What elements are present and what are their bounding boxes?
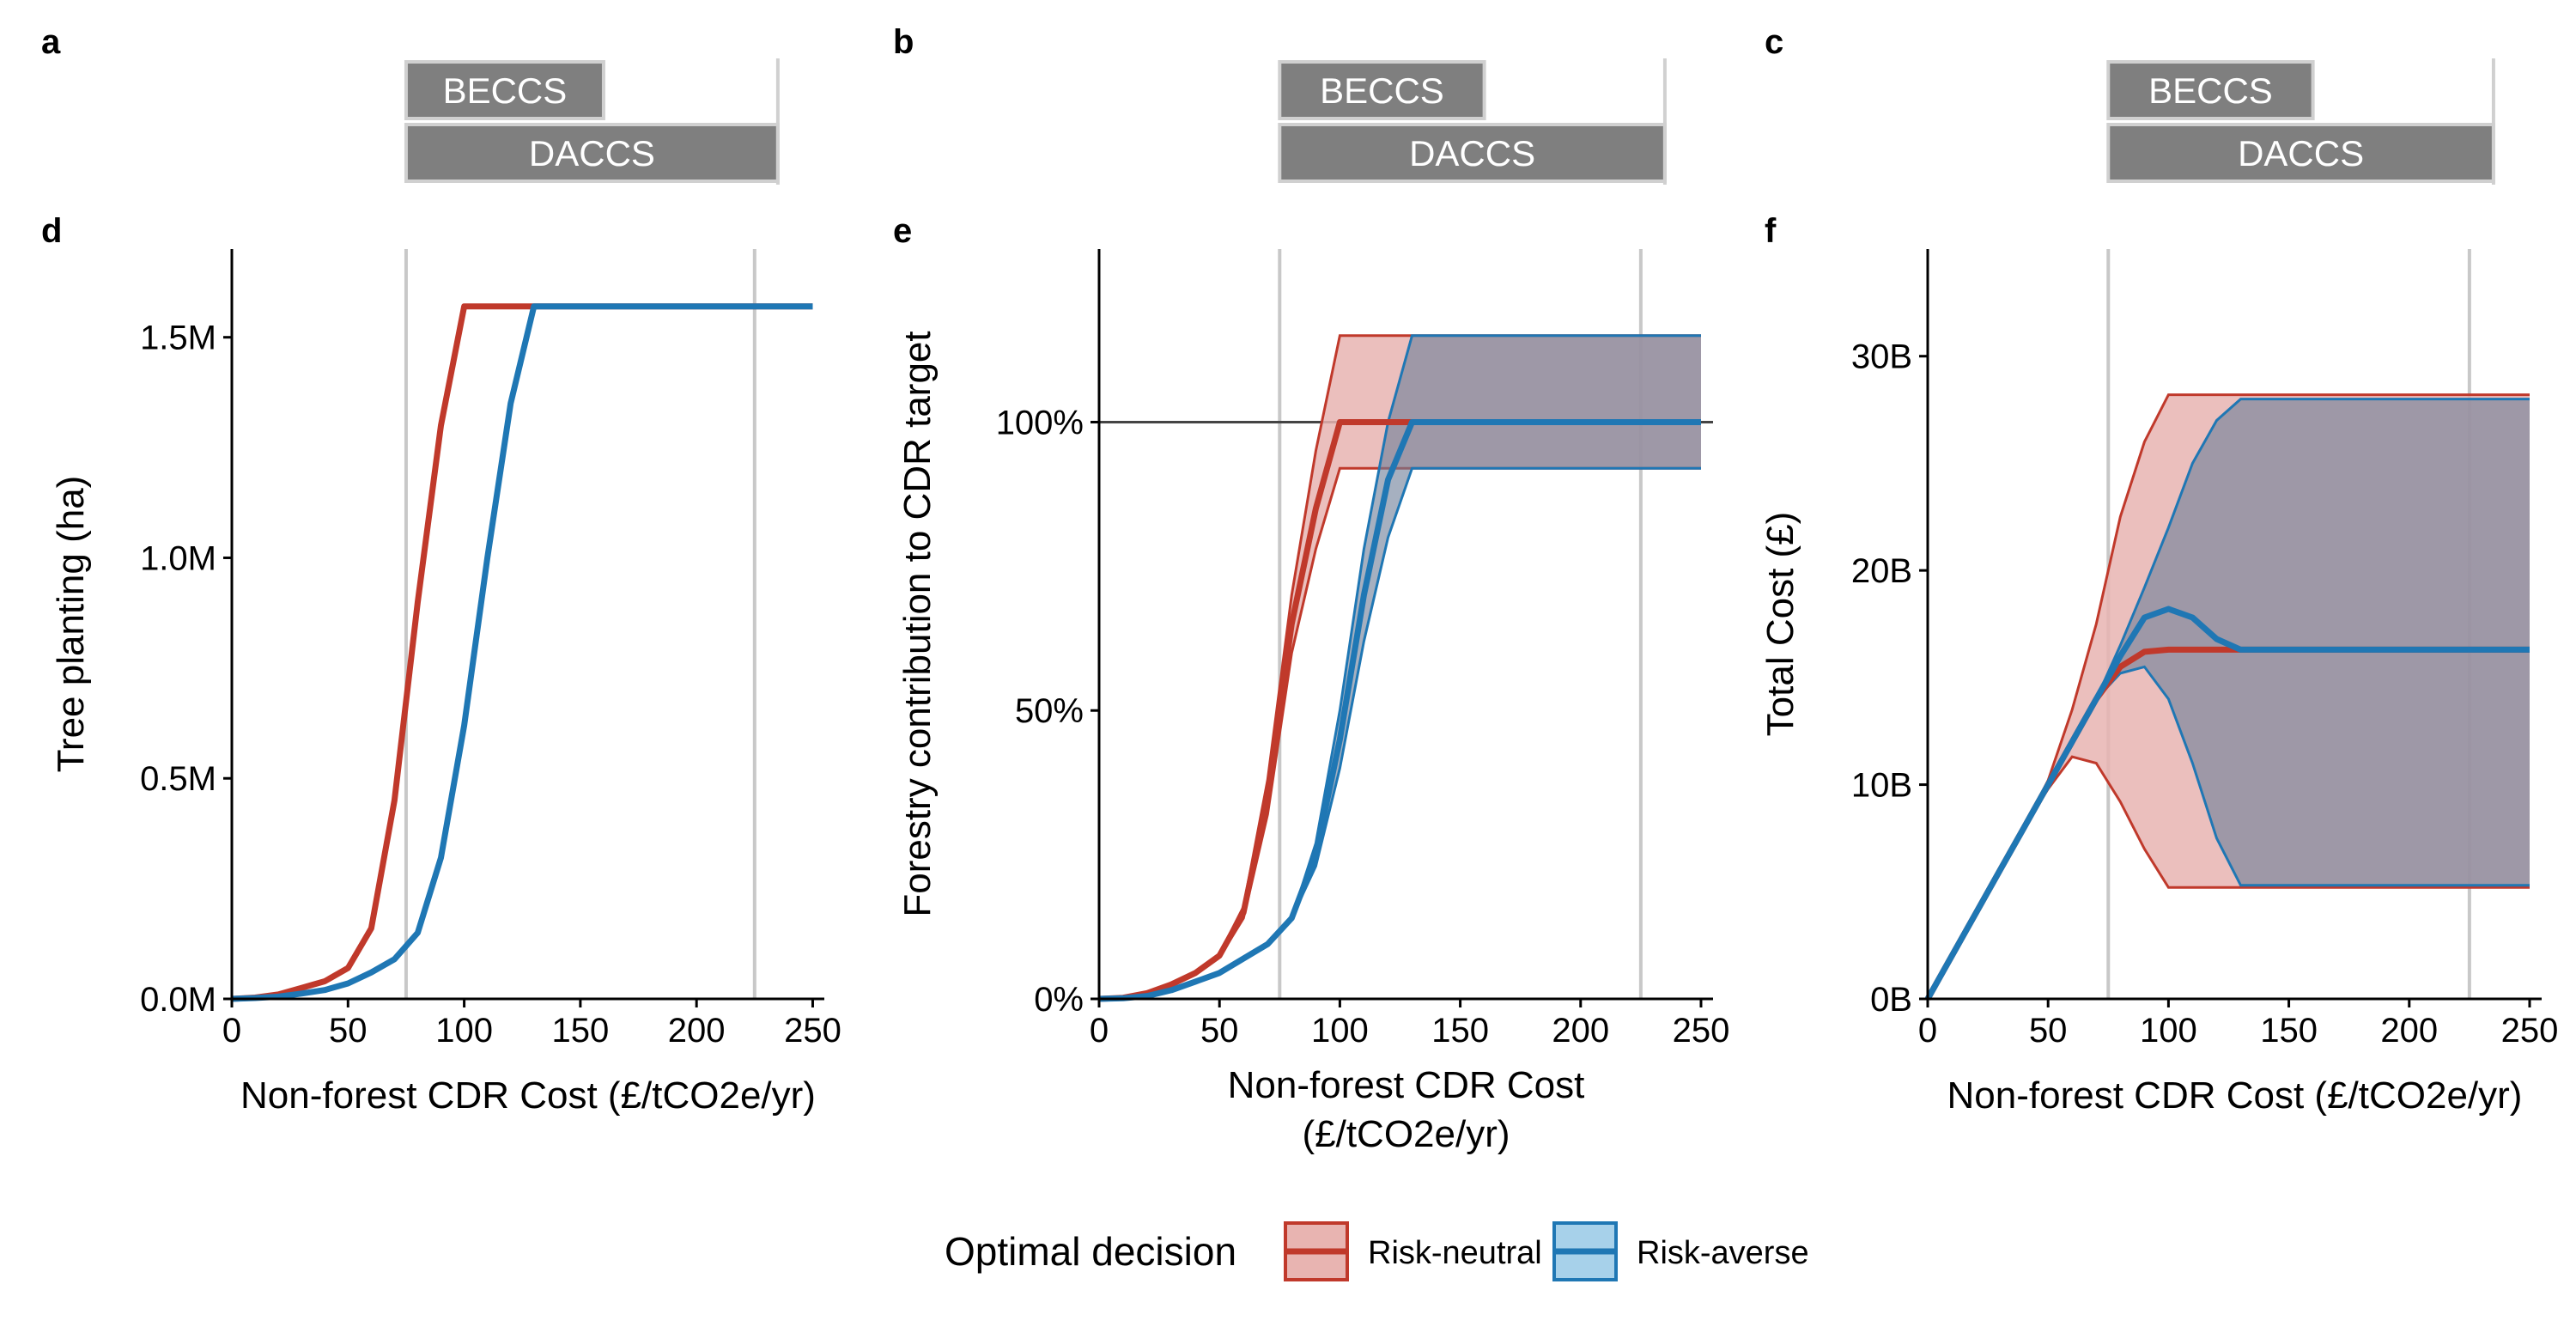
x-tick-label: 0 bbox=[222, 1012, 241, 1050]
x-tick-label: 250 bbox=[784, 1012, 841, 1050]
y-tick-label: 100% bbox=[996, 404, 1084, 441]
technology-panels: a BECCS DACCS b BECCS DACCS c BECCS DACCS bbox=[41, 23, 2495, 185]
ribbon-lower-risk_averse bbox=[1098, 466, 1701, 1001]
tech-bar-label: BECCS bbox=[1320, 70, 1444, 111]
series-line-risk_averse bbox=[1098, 419, 1701, 1002]
panel-letter: a bbox=[41, 23, 61, 61]
y-tick-label: 10B bbox=[1851, 767, 1912, 805]
legend-title: Optimal decision bbox=[945, 1229, 1236, 1274]
ribbon-risk_averse bbox=[1099, 335, 1701, 999]
y-axis-title: Tree planting (ha) bbox=[50, 476, 92, 773]
x-tick-label: 100 bbox=[2140, 1012, 2197, 1050]
tech-bar-label: DACCS bbox=[1409, 133, 1535, 173]
tech-panel-b: b BECCS DACCS bbox=[893, 23, 1667, 185]
panel-letter: c bbox=[1765, 23, 1783, 61]
tech-bar-label: BECCS bbox=[443, 70, 568, 111]
x-axis-title: Non-forest CDR Cost (£/tCO2e/yr) bbox=[240, 1074, 816, 1117]
tech-bar-beccs bbox=[1278, 60, 1486, 120]
chart-panel-e: e 0 50 100 150 200 250 0% 50% 100% Non-forest CDR … bbox=[893, 212, 1729, 1155]
y-tick-label: 0% bbox=[1034, 981, 1084, 1019]
y-tick-label: 30B bbox=[1851, 338, 1912, 376]
tech-bar-daccs bbox=[404, 123, 780, 183]
y-tick-label: 1.0M bbox=[140, 539, 216, 577]
y-tick-label: 0B bbox=[1870, 981, 1912, 1019]
y-tick-label: 50% bbox=[1015, 692, 1084, 730]
tech-bar-label: DACCS bbox=[2238, 133, 2364, 173]
panel-letter: d bbox=[41, 212, 62, 250]
x-axis-title: Non-forest CDR Cost (£/tCO2e/yr) bbox=[1947, 1074, 2523, 1117]
y-tick-label: 0.0M bbox=[140, 981, 216, 1019]
y-tick-label: 20B bbox=[1851, 552, 1912, 590]
x-tick-label: 150 bbox=[1431, 1012, 1489, 1050]
series-line-risk_averse bbox=[231, 303, 813, 1002]
x-tick-label: 50 bbox=[1200, 1012, 1239, 1050]
legend: Optimal decision Risk-neutral Risk-averse bbox=[945, 1221, 1809, 1281]
chart-panel-f: f 0 50 100 150 200 250 0B 10B 20B 30B Non-forest CD… bbox=[1759, 212, 2558, 1117]
x-axis-title-line2: (£/tCO2e/yr) bbox=[1302, 1113, 1510, 1155]
x-tick-label: 0 bbox=[1090, 1012, 1109, 1050]
series-line-risk_neutral bbox=[1098, 419, 1701, 1002]
panel-letter: e bbox=[893, 212, 912, 250]
ribbon-risk_averse bbox=[1928, 399, 2530, 1000]
x-tick-label: 150 bbox=[2260, 1012, 2318, 1050]
series-line-risk_averse bbox=[1924, 606, 2530, 1001]
y-axis-title: Total Cost (£) bbox=[1759, 512, 1801, 737]
x-tick-label: 50 bbox=[329, 1012, 368, 1050]
tech-bar-daccs bbox=[2106, 123, 2495, 183]
x-tick-label: 250 bbox=[2501, 1012, 2559, 1050]
x-tick-label: 250 bbox=[1673, 1012, 1730, 1050]
legend-item-label: Risk-averse bbox=[1637, 1235, 1809, 1271]
chart-panels: d 0 50 100 150 200 250 0.0M 0.5M 1.0M 1.5M Non-fore… bbox=[41, 212, 2558, 1155]
x-tick-label: 200 bbox=[1552, 1012, 1609, 1050]
tech-bar-label: DACCS bbox=[529, 133, 655, 173]
tech-bar-beccs bbox=[2106, 60, 2315, 120]
legend-item-label: Risk-neutral bbox=[1368, 1235, 1542, 1271]
chart-panel-d: d 0 50 100 150 200 250 0.0M 0.5M 1.0M 1.5M Non-fore… bbox=[41, 212, 841, 1117]
panel-letter: b bbox=[893, 23, 914, 61]
series-line-risk_neutral bbox=[231, 303, 813, 1002]
x-tick-label: 50 bbox=[2029, 1012, 2068, 1050]
tech-bar-label: BECCS bbox=[2148, 70, 2273, 111]
x-tick-label: 100 bbox=[1311, 1012, 1369, 1050]
x-tick-label: 150 bbox=[552, 1012, 610, 1050]
y-axis-title: Forestry contribution to CDR target bbox=[896, 331, 939, 916]
tech-panel-c: c BECCS DACCS bbox=[1765, 23, 2495, 185]
panel-letter: f bbox=[1765, 212, 1777, 250]
y-tick-label: 1.5M bbox=[140, 320, 216, 357]
y-tick-label: 0.5M bbox=[140, 760, 216, 798]
x-axis-title: Non-forest CDR Cost bbox=[1228, 1064, 1585, 1106]
tech-bar-beccs bbox=[404, 60, 605, 120]
tech-panel-a: a BECCS DACCS bbox=[41, 23, 780, 185]
x-tick-label: 100 bbox=[435, 1012, 493, 1050]
x-tick-label: 200 bbox=[2380, 1012, 2438, 1050]
ribbon-lower-risk_neutral bbox=[1098, 466, 1701, 1001]
x-tick-label: 0 bbox=[1918, 1012, 1937, 1050]
x-tick-label: 200 bbox=[668, 1012, 726, 1050]
